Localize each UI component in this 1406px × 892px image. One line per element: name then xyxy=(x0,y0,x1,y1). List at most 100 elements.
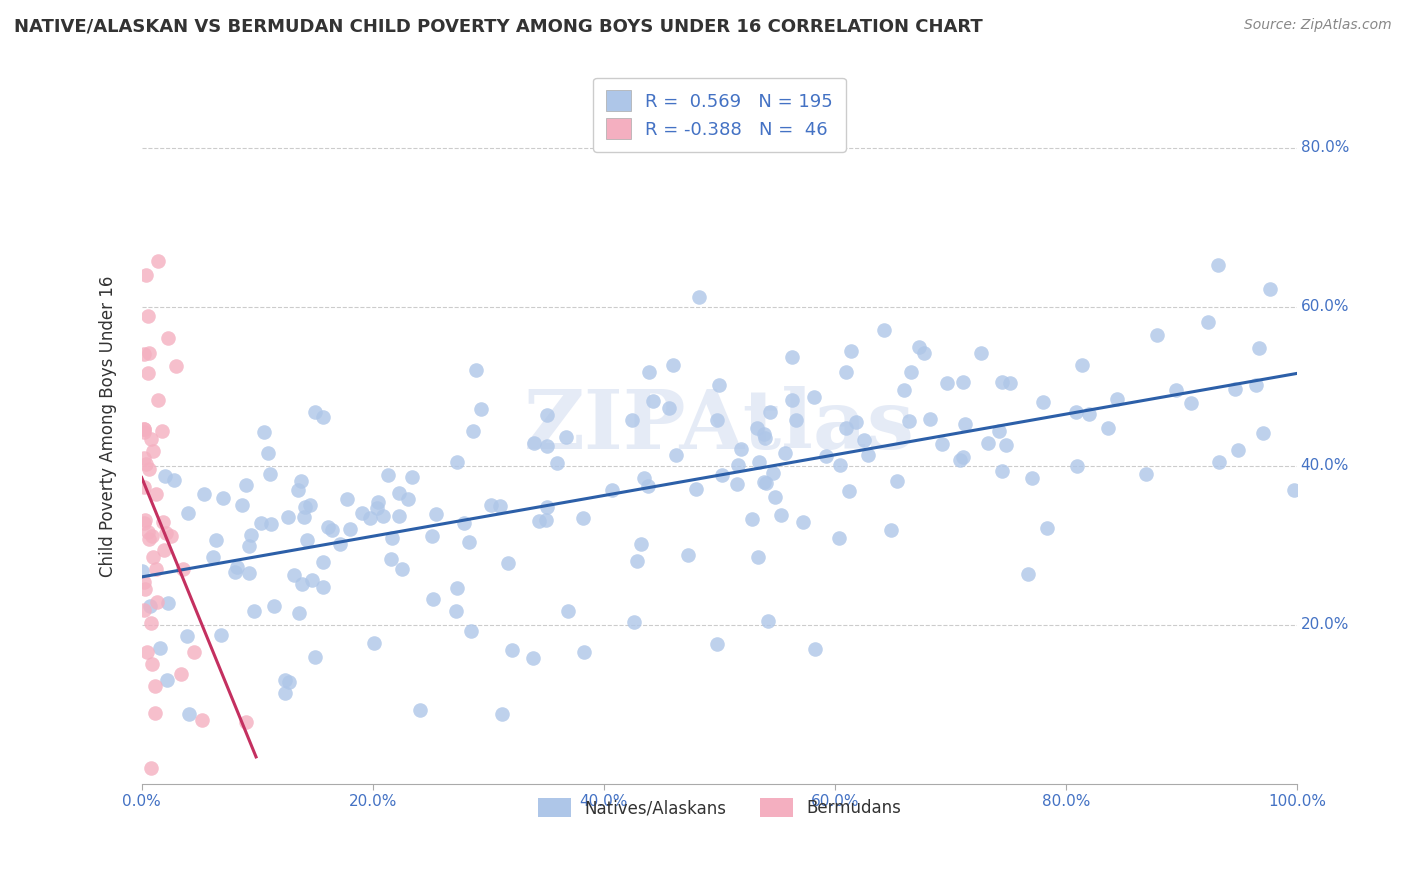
Point xyxy=(990,464,1012,478)
Point xyxy=(138,532,160,546)
Point xyxy=(422,592,444,607)
Point xyxy=(177,506,200,520)
Point xyxy=(139,615,162,630)
Point xyxy=(312,555,335,569)
Point xyxy=(522,651,544,665)
Point xyxy=(637,365,659,379)
Point xyxy=(1097,420,1119,434)
Point xyxy=(145,562,167,576)
Point xyxy=(920,412,942,426)
Point xyxy=(141,529,163,543)
Point xyxy=(662,358,685,372)
Point xyxy=(489,499,512,513)
Point xyxy=(523,436,546,450)
Point xyxy=(179,706,201,721)
Point xyxy=(153,468,176,483)
Point xyxy=(685,482,707,496)
Point xyxy=(1021,471,1043,485)
Point xyxy=(132,422,155,436)
Point xyxy=(900,365,922,379)
Point xyxy=(803,390,825,404)
Point xyxy=(912,345,935,359)
Text: ZIPAtlas: ZIPAtlas xyxy=(524,386,915,467)
Point xyxy=(747,550,769,565)
Point xyxy=(707,378,730,392)
Point xyxy=(156,330,179,344)
Point xyxy=(745,421,768,435)
Point xyxy=(243,604,266,618)
Point xyxy=(546,456,568,470)
Point xyxy=(460,624,482,638)
Point xyxy=(759,404,782,418)
Point xyxy=(935,376,957,390)
Text: NATIVE/ALASKAN VS BERMUDAN CHILD POVERTY AMONG BOYS UNDER 16 CORRELATION CHART: NATIVE/ALASKAN VS BERMUDAN CHILD POVERTY… xyxy=(14,18,983,36)
Point xyxy=(496,556,519,570)
Point xyxy=(146,392,169,407)
Point xyxy=(274,686,297,700)
Point xyxy=(1225,383,1247,397)
Point xyxy=(143,706,166,720)
Point xyxy=(688,290,710,304)
Point xyxy=(555,430,578,444)
Point xyxy=(1135,467,1157,481)
Point xyxy=(132,422,155,436)
Point xyxy=(301,573,323,587)
Point xyxy=(762,466,785,480)
Point xyxy=(748,455,770,469)
Text: 80.0%: 80.0% xyxy=(1301,140,1348,155)
Point xyxy=(756,614,779,628)
Point xyxy=(600,483,623,497)
Point xyxy=(224,565,246,579)
Point xyxy=(907,340,929,354)
Point xyxy=(952,375,974,389)
Point xyxy=(785,413,807,427)
Point xyxy=(444,604,467,618)
Point xyxy=(741,511,763,525)
Text: 20.0%: 20.0% xyxy=(1301,617,1348,632)
Legend: Natives/Alaskans, Bermudans: Natives/Alaskans, Bermudans xyxy=(529,789,910,825)
Point xyxy=(329,537,352,551)
Point xyxy=(465,362,488,376)
Point xyxy=(156,673,179,687)
Point xyxy=(479,498,502,512)
Point xyxy=(136,309,159,323)
Point xyxy=(366,500,388,515)
Point xyxy=(931,437,953,451)
Point xyxy=(204,533,226,548)
Point xyxy=(1180,395,1202,409)
Point xyxy=(294,500,316,514)
Point xyxy=(425,508,447,522)
Point xyxy=(135,268,157,282)
Point xyxy=(998,376,1021,391)
Point xyxy=(287,483,309,498)
Point xyxy=(1197,315,1219,329)
Point xyxy=(994,437,1017,451)
Point xyxy=(835,365,858,379)
Point xyxy=(803,642,825,657)
Point xyxy=(839,344,862,359)
Point xyxy=(350,506,373,520)
Point xyxy=(160,529,183,543)
Point xyxy=(170,667,193,681)
Point xyxy=(132,479,155,493)
Point xyxy=(706,637,728,651)
Point xyxy=(633,470,655,484)
Point xyxy=(658,401,681,416)
Point xyxy=(828,531,851,545)
Point xyxy=(183,645,205,659)
Point xyxy=(845,415,868,429)
Point xyxy=(534,512,557,526)
Point xyxy=(312,580,335,594)
Point xyxy=(283,568,305,582)
Point xyxy=(377,467,399,482)
Point xyxy=(211,628,233,642)
Point xyxy=(278,675,301,690)
Point xyxy=(141,657,163,671)
Point xyxy=(339,522,361,536)
Point xyxy=(572,645,595,659)
Point xyxy=(249,516,271,530)
Point xyxy=(381,531,404,545)
Text: 40.0%: 40.0% xyxy=(1301,458,1348,474)
Point xyxy=(295,533,318,547)
Point xyxy=(145,487,167,501)
